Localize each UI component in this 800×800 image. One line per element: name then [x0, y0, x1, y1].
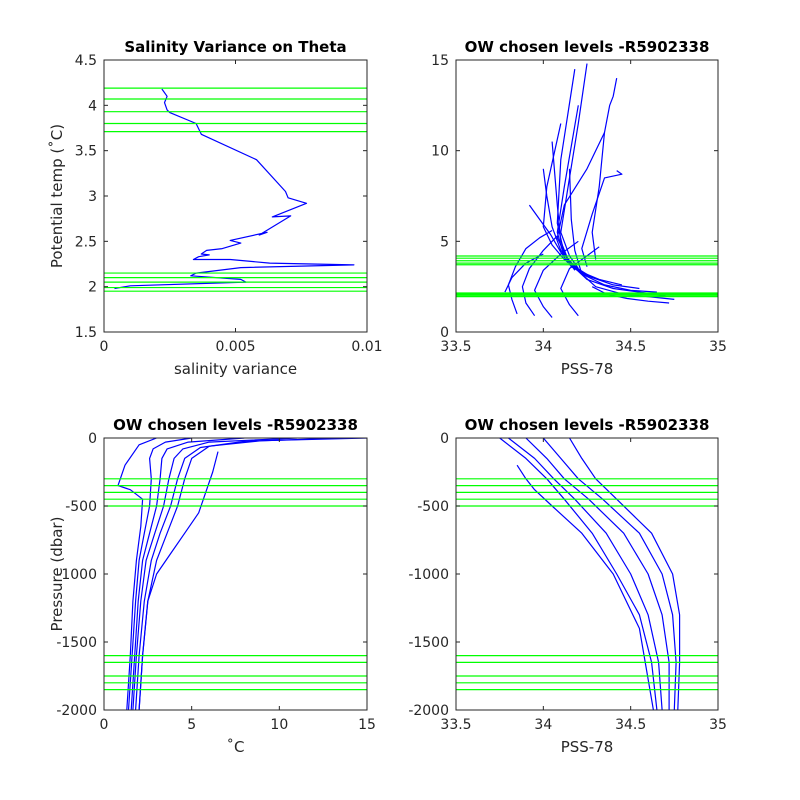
x-axis-label: PSS-78 — [561, 738, 614, 756]
y-tick-label: 3 — [88, 189, 97, 205]
x-tick-label: 34 — [534, 717, 552, 733]
x-tick-label: 34.5 — [615, 717, 646, 733]
axes-box — [455, 59, 719, 333]
series-line-6 — [528, 204, 605, 282]
series-line-4 — [542, 438, 677, 710]
x-tick-label: 35 — [709, 339, 727, 355]
y-tick-label: 3.5 — [75, 144, 97, 160]
y-tick-label: -2000 — [56, 703, 97, 719]
x-tick-label: 0 — [100, 717, 109, 733]
y-tick-label: -1500 — [56, 635, 97, 651]
series-line-3 — [525, 438, 670, 710]
y-tick-label: 15 — [431, 53, 449, 69]
y-tick-label: 4 — [88, 98, 97, 114]
y-tick-label: 0 — [440, 325, 449, 341]
panel-1: 0 0.005 0.01 1.5 2 2.5 3 3.5 4 4.5 Salinity Varian… — [48, 38, 383, 378]
series-line-11 — [591, 77, 618, 260]
y-tick-label: 2 — [88, 280, 97, 296]
plot-marks — [104, 438, 367, 710]
y-tick-label: 0 — [440, 431, 449, 447]
y-tick-label: 2.5 — [75, 234, 97, 250]
series-line-5 — [568, 438, 681, 710]
x-tick-label: 0.005 — [215, 339, 255, 355]
y-tick-label: -1000 — [56, 567, 97, 583]
x-axis-label: salinity variance — [174, 360, 297, 378]
series-line-6 — [516, 464, 654, 710]
series-line-16 — [591, 286, 670, 304]
x-tick-label: 5 — [187, 717, 196, 733]
plot-marks — [104, 87, 367, 292]
y-tick-label: -2000 — [408, 703, 449, 719]
series-line-15 — [560, 246, 600, 317]
series-line-13 — [521, 235, 558, 317]
x-tick-label: 34 — [534, 339, 552, 355]
panel-3: 0 5 10 15 -2000 -1500 -1000 -500 0 OW chosen leve… — [48, 416, 376, 756]
series-line-2 — [508, 438, 663, 710]
series-line-12 — [507, 229, 553, 315]
x-tick-label: 33.5 — [440, 339, 471, 355]
x-tick-label: 0 — [100, 339, 109, 355]
panel-4: 33.5 34 34.5 35 -2000 -1500 -1000 -500 0 OW chose… — [408, 416, 727, 756]
x-tick-label: 34.5 — [615, 339, 646, 355]
x-axis-label: PSS-78 — [561, 360, 614, 378]
x-tick-label: 15 — [358, 717, 376, 733]
chart-title: OW chosen levels -R5902338 — [465, 416, 710, 434]
series-line-1 — [114, 88, 355, 290]
y-tick-label: 1.5 — [75, 325, 97, 341]
y-tick-label: -500 — [65, 499, 97, 515]
series-line-7 — [138, 451, 219, 710]
y-tick-label: -500 — [417, 499, 449, 515]
y-tick-label: 4.5 — [75, 53, 97, 69]
y-tick-label: 10 — [431, 144, 449, 160]
chart-title: OW chosen levels -R5902338 — [113, 416, 358, 434]
plot-area — [104, 438, 367, 710]
x-tick-label: 10 — [270, 717, 288, 733]
x-tick-label: 0.01 — [351, 339, 382, 355]
series-line-9 — [556, 69, 576, 271]
y-tick-label: -1500 — [408, 635, 449, 651]
series-line-1 — [499, 438, 658, 710]
x-tick-label: 33.5 — [440, 717, 471, 733]
series-line-7 — [542, 123, 593, 279]
plot-marks — [456, 63, 718, 318]
y-axis-label: Potential temp (˚C) — [48, 124, 66, 268]
plot-area — [456, 438, 718, 710]
y-tick-label: 5 — [440, 234, 449, 250]
y-axis-label: Pressure (dbar) — [48, 517, 66, 632]
x-tick-label: 35 — [709, 717, 727, 733]
plot-area — [104, 60, 367, 332]
plot-area — [456, 60, 718, 332]
series-line-14 — [533, 240, 579, 318]
chart-title: Salinity Variance on Theta — [124, 38, 346, 56]
x-axis-label: ˚C — [227, 738, 245, 756]
y-tick-label: 0 — [88, 431, 97, 447]
y-tick-label: -1000 — [408, 567, 449, 583]
plot-marks — [456, 438, 718, 710]
panel-2: 33.5 34 34.5 35 0 5 10 15 OW chosen levels -R590… — [431, 38, 727, 378]
chart-title: OW chosen levels -R5902338 — [465, 38, 710, 56]
